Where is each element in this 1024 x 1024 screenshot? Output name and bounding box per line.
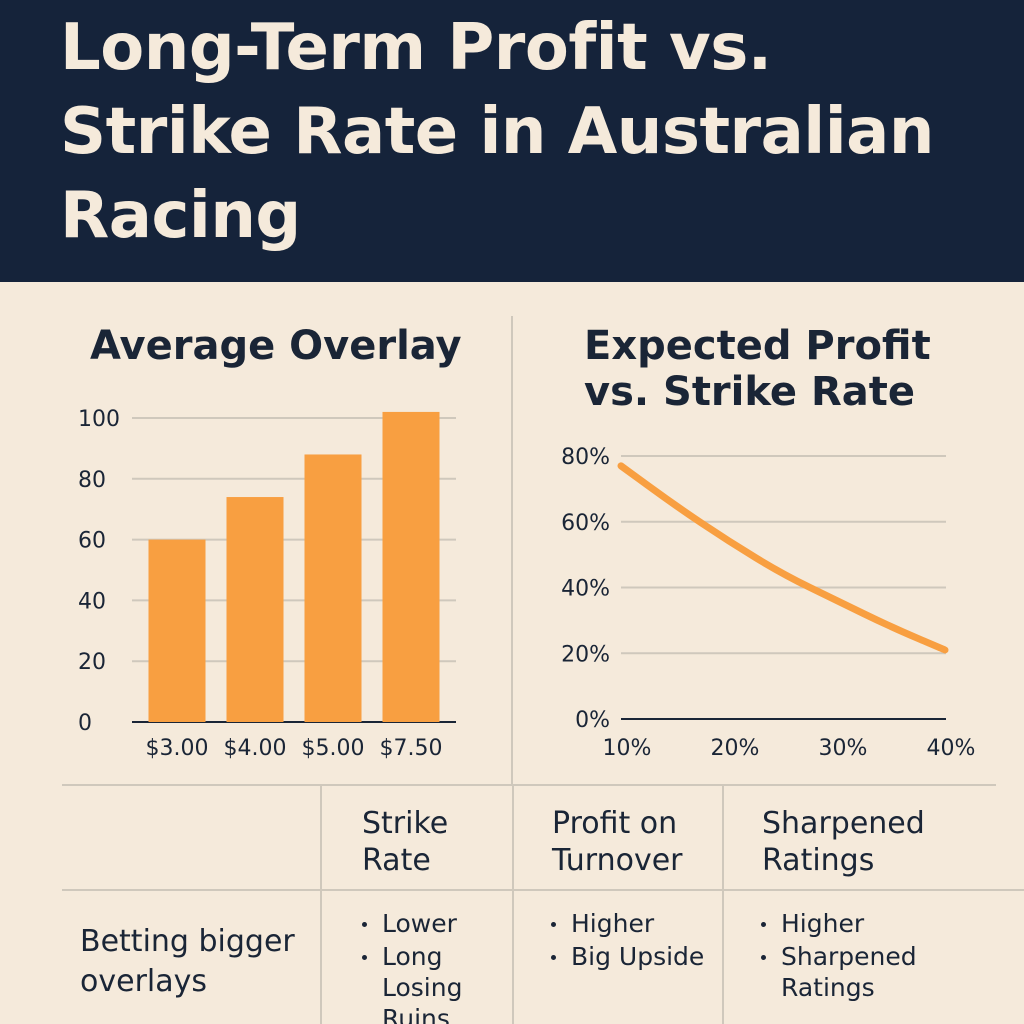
page-title: Long-Term Profit vs. Strike Rate in Aust… bbox=[60, 11, 934, 253]
y-tick-label: 40 bbox=[78, 589, 106, 614]
bar bbox=[382, 411, 440, 722]
y-tick-label: 100 bbox=[78, 407, 120, 432]
vertical-divider-charts bbox=[511, 316, 513, 786]
x-tick-label: $4.00 bbox=[224, 736, 287, 761]
x-tick-label: 30% bbox=[819, 736, 868, 761]
x-tick-label: 40% bbox=[927, 736, 976, 761]
table-top-rule bbox=[62, 784, 996, 786]
y-tick-label: 60% bbox=[561, 511, 610, 536]
bar bbox=[148, 539, 206, 722]
title-banner: Long-Term Profit vs. Strike Rate in Aust… bbox=[0, 0, 1024, 282]
y-tick-label: 20% bbox=[561, 642, 610, 667]
list-item: Sharpened Ratings bbox=[759, 941, 959, 1003]
x-tick-label: $5.00 bbox=[302, 736, 365, 761]
list-item: Higher bbox=[759, 908, 959, 939]
list-item: Big Upside bbox=[549, 941, 719, 972]
y-tick-label: 0% bbox=[575, 708, 610, 733]
y-tick-label: 20 bbox=[78, 650, 106, 675]
x-tick-label: $7.50 bbox=[380, 736, 443, 761]
y-tick-label: 80 bbox=[78, 468, 106, 493]
table-header-profit-on-turnover: Profit on Turnover bbox=[552, 806, 683, 878]
table-column-divider-3 bbox=[722, 786, 724, 1024]
list-item: Higher bbox=[549, 908, 719, 939]
y-tick-label: 40% bbox=[561, 577, 610, 602]
line-chart-title: Expected Profit vs. Strike Rate bbox=[584, 323, 931, 415]
table-header-sharpened-ratings: Sharpened Ratings bbox=[762, 806, 925, 878]
table-column-divider-1 bbox=[320, 786, 322, 1024]
x-tick-label: 10% bbox=[603, 736, 652, 761]
table-header-strike-rate: Strike Rate bbox=[362, 806, 449, 878]
table-column-divider-2 bbox=[512, 786, 514, 1024]
series-line bbox=[617, 462, 949, 654]
bar bbox=[226, 497, 284, 722]
strike-rate-bullets: Lower Long Losing Ruins bbox=[360, 908, 510, 1024]
y-tick-label: 0 bbox=[78, 711, 92, 736]
x-tick-label: 20% bbox=[711, 736, 760, 761]
x-tick-label: $3.00 bbox=[146, 736, 209, 761]
y-tick-label: 80% bbox=[561, 445, 610, 470]
bar-chart-title: Average Overlay bbox=[90, 323, 462, 369]
profit-bullets: Higher Big Upside bbox=[549, 908, 719, 974]
list-item: Lower bbox=[360, 908, 510, 939]
bar bbox=[304, 454, 362, 722]
list-item: Long Losing Ruins bbox=[360, 941, 510, 1024]
table-row-label: Betting bigger overlays bbox=[80, 924, 295, 999]
ratings-bullets: Higher Sharpened Ratings bbox=[759, 908, 959, 1005]
table-header-rule bbox=[62, 889, 1024, 891]
y-tick-label: 60 bbox=[78, 529, 106, 554]
